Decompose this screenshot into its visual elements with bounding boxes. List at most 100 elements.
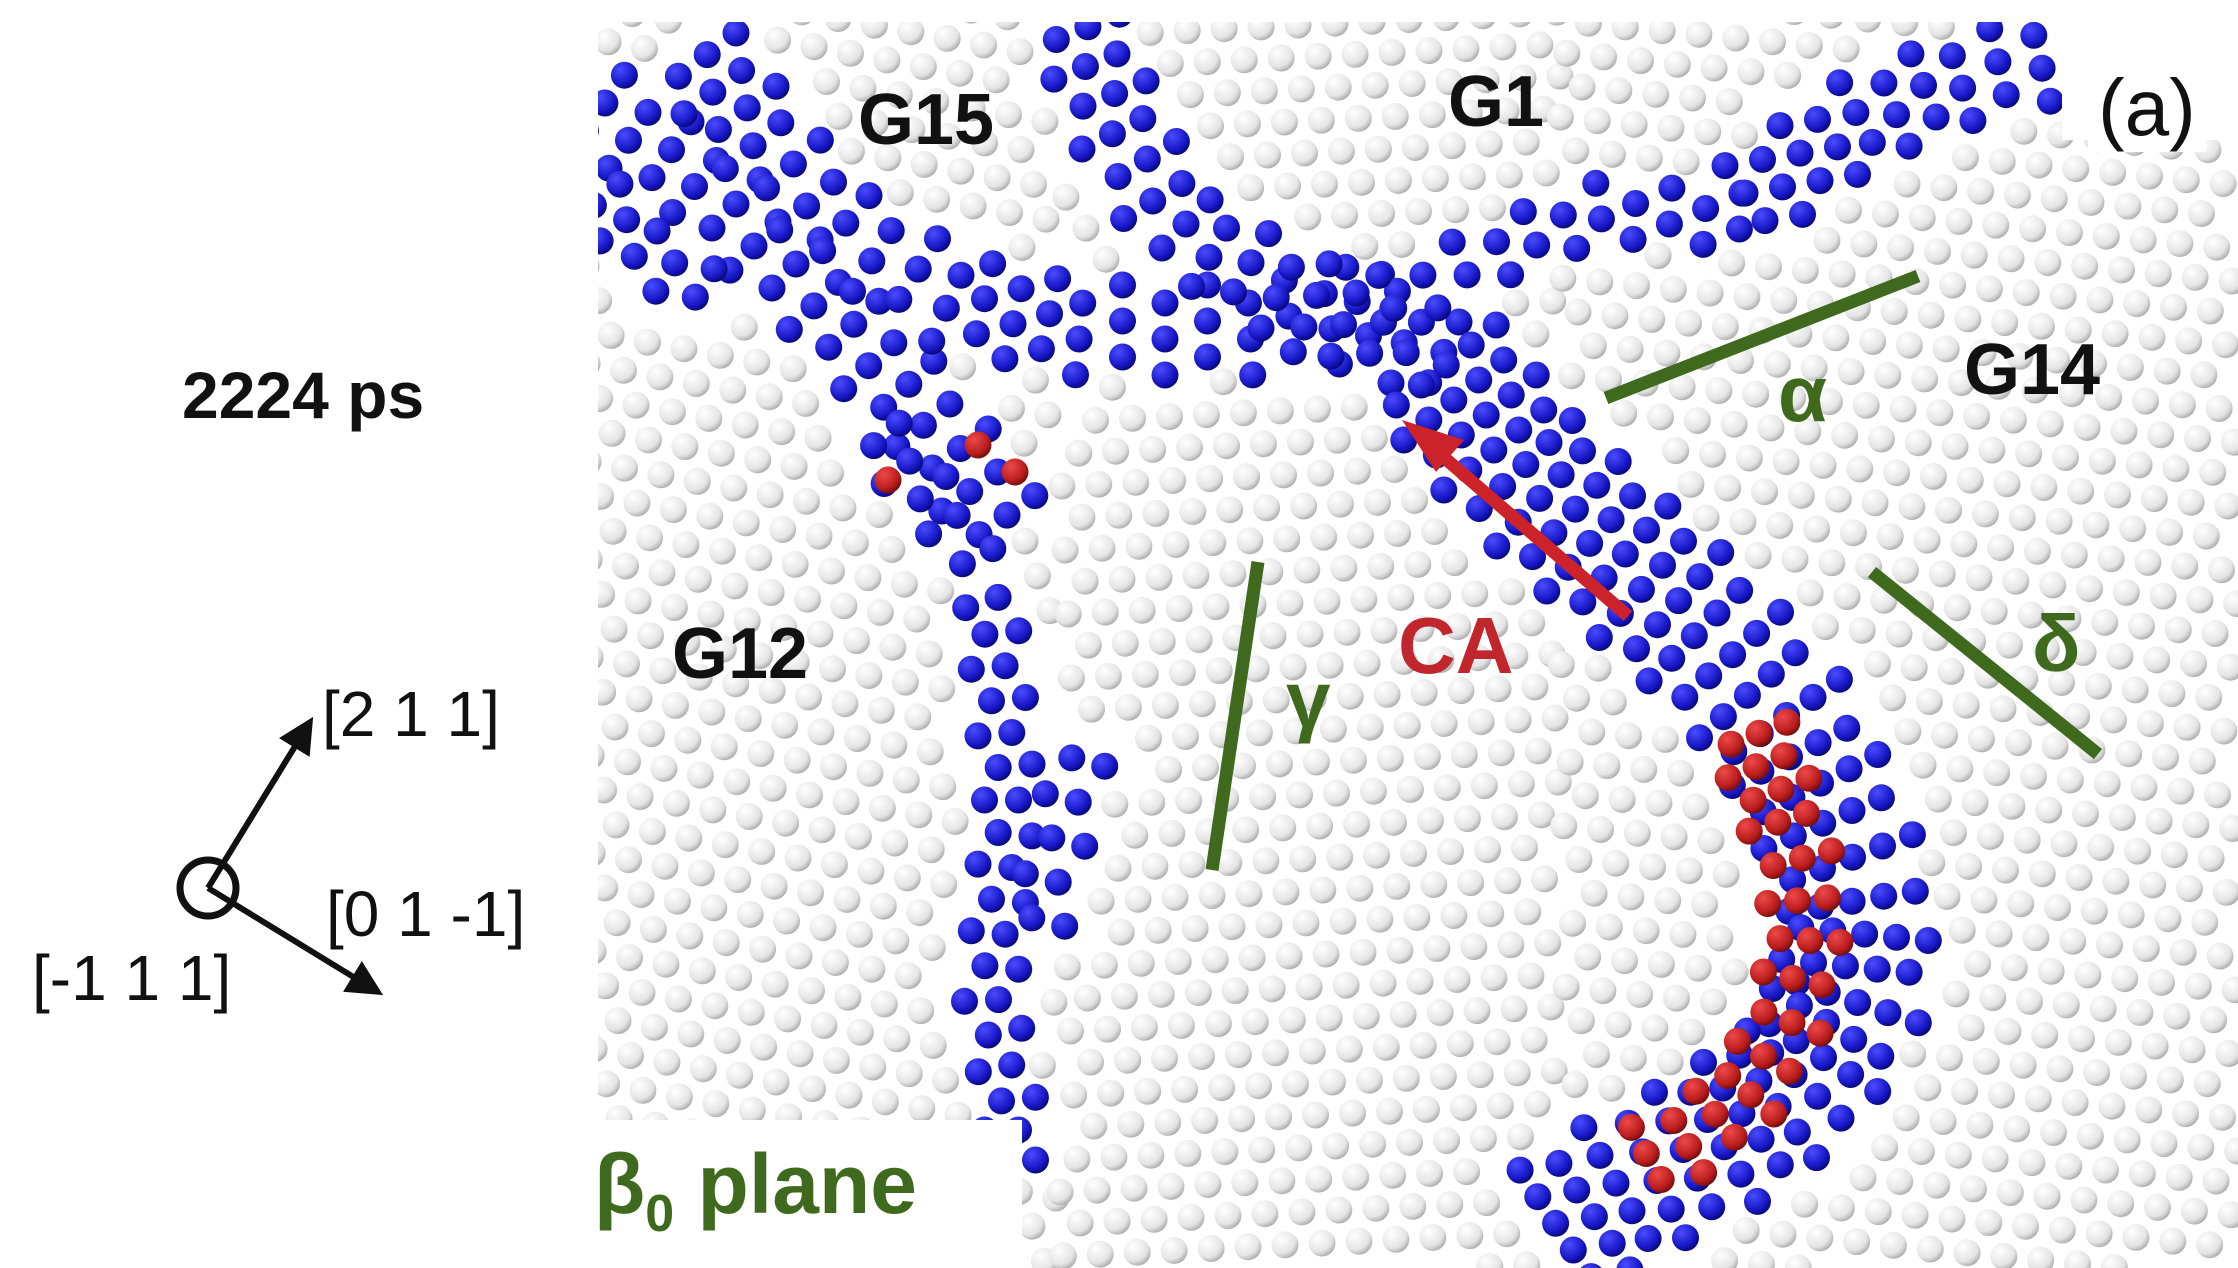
defect-atom <box>1690 1159 1718 1187</box>
host-atom <box>1333 618 1361 646</box>
defect-atom <box>1745 719 1773 747</box>
host-atom <box>1563 684 1590 712</box>
boundary-atom <box>1315 250 1343 278</box>
boundary-atom <box>971 1116 998 1144</box>
boundary-atom <box>820 168 847 196</box>
defect-atom <box>1813 884 1841 912</box>
host-atom <box>1469 22 1497 30</box>
host-atom <box>1379 1161 1407 1189</box>
host-atom <box>1589 977 1617 1005</box>
boundary-atom <box>1895 958 1923 986</box>
host-atom <box>1907 1138 1935 1165</box>
host-atom <box>796 781 823 809</box>
host-atom <box>1679 84 1706 112</box>
host-atom <box>1779 384 1806 412</box>
host-atom <box>1261 1039 1289 1067</box>
host-atom <box>612 552 639 580</box>
host-atom <box>1677 470 1705 498</box>
host-atom <box>1426 999 1454 1026</box>
host-atom <box>1574 22 1602 37</box>
host-atom <box>784 844 812 872</box>
host-atom <box>1455 99 1483 127</box>
host-atom <box>1278 1006 1306 1034</box>
host-atom <box>1867 425 1895 453</box>
boundary-atom <box>1409 261 1437 289</box>
host-atom <box>1644 242 1672 270</box>
host-atom <box>2037 957 2065 985</box>
host-atom <box>1148 627 1176 655</box>
boundary-atom <box>793 192 821 220</box>
host-atom <box>1356 713 1384 741</box>
boundary-atom <box>951 987 978 1015</box>
host-atom <box>664 985 692 1013</box>
host-atom <box>1156 50 1184 77</box>
boundary-atom <box>1806 167 1834 195</box>
host-atom <box>709 635 737 663</box>
host-atom <box>2180 650 2207 678</box>
boundary-atom <box>1559 1236 1587 1264</box>
defect-atom <box>1632 1140 1660 1167</box>
boundary-atom <box>1604 448 1632 475</box>
host-atom <box>2039 571 2067 599</box>
host-atom <box>786 1040 814 1068</box>
boundary-atom <box>1576 529 1604 557</box>
host-atom <box>772 809 800 837</box>
axis-up-arrow <box>205 716 314 890</box>
host-atom <box>1699 988 1727 1016</box>
host-atom <box>1453 805 1481 833</box>
host-atom <box>1282 1070 1309 1098</box>
host-atom <box>1324 73 1352 101</box>
host-atom <box>700 894 728 922</box>
defect-atom <box>1766 925 1794 953</box>
host-atom <box>750 1033 778 1061</box>
host-atom <box>2084 672 2112 700</box>
host-atom <box>2025 151 2053 179</box>
host-atom <box>2136 710 2164 738</box>
host-atom <box>1398 70 1426 97</box>
boundary-atom <box>1342 279 1370 307</box>
host-atom <box>1668 373 1696 401</box>
host-atom <box>807 718 835 746</box>
host-atom <box>1975 1209 2003 1237</box>
host-atom <box>2012 1212 2039 1240</box>
boundary-atom <box>1549 201 1577 229</box>
host-atom <box>2015 440 2043 468</box>
host-atom <box>1544 768 1572 796</box>
host-atom <box>1255 911 1283 939</box>
host-atom <box>1956 466 1984 494</box>
boundary-atom <box>1031 780 1059 808</box>
host-atom <box>1580 879 1608 907</box>
host-atom <box>1270 108 1298 136</box>
boundary-atom <box>1602 1169 1630 1197</box>
host-atom <box>706 341 734 369</box>
boundary-atom <box>1220 278 1247 306</box>
host-atom <box>2071 252 2099 280</box>
host-atom <box>1794 418 1822 446</box>
host-atom <box>922 87 950 115</box>
host-atom <box>1071 567 1099 595</box>
host-atom <box>1484 675 1512 703</box>
host-atom <box>994 22 1021 31</box>
host-atom <box>1057 664 1085 692</box>
host-atom <box>731 411 759 439</box>
host-atom <box>2048 669 2075 696</box>
host-atom <box>1224 1041 1252 1069</box>
host-atom <box>1963 402 1991 430</box>
defect-atom <box>1773 708 1801 736</box>
boundary-atom <box>1290 313 1318 341</box>
host-atom <box>1078 695 1105 723</box>
host-atom <box>1063 1145 1091 1173</box>
boundary-atom <box>1618 1197 1646 1225</box>
host-atom <box>874 144 902 172</box>
boundary-atom <box>598 117 599 145</box>
host-atom <box>1835 196 1862 224</box>
host-atom <box>1791 1190 1819 1218</box>
host-atom <box>2162 455 2190 483</box>
boundary-atom <box>2028 54 2056 82</box>
host-atom <box>1833 583 1861 611</box>
host-atom <box>1601 302 1629 330</box>
host-atom <box>759 774 787 802</box>
host-atom <box>792 389 820 417</box>
host-atom <box>1483 1028 1511 1056</box>
host-atom <box>1653 339 1681 367</box>
